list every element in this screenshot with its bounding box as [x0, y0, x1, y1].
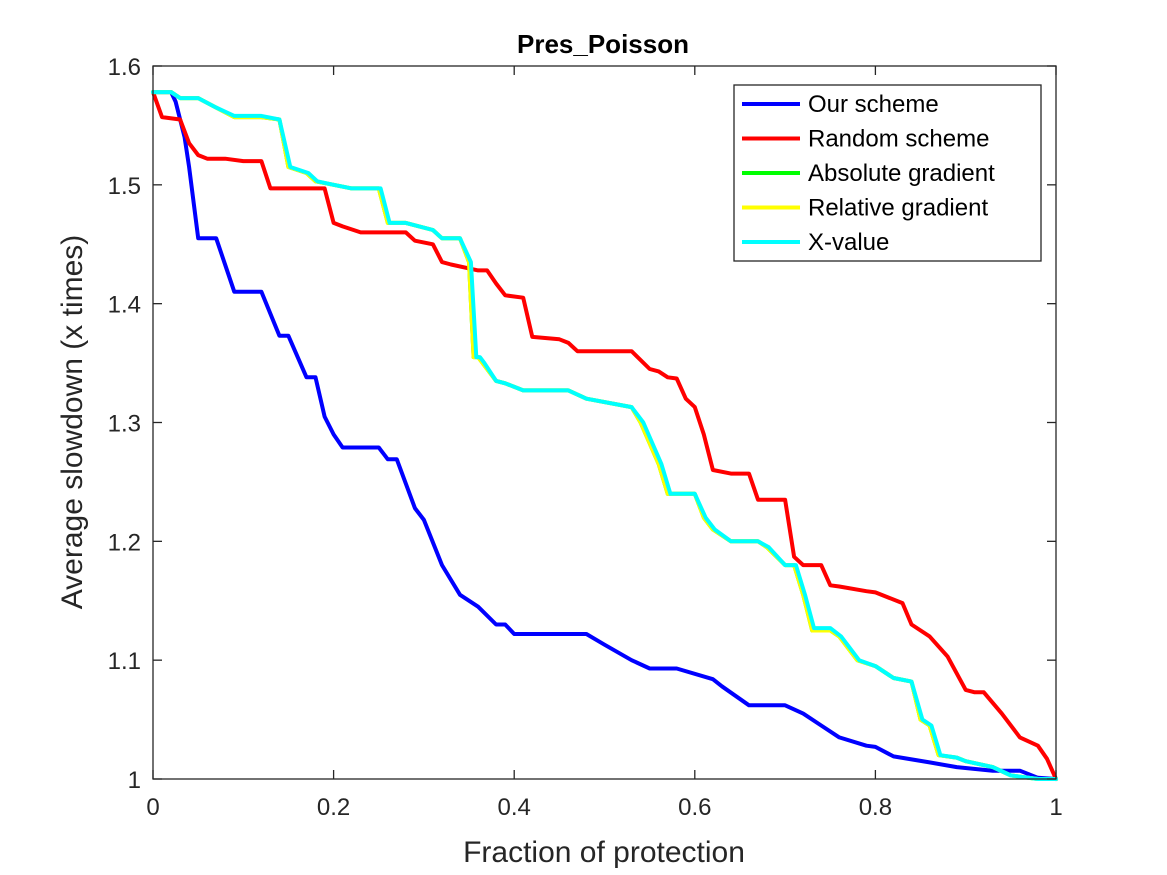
legend-item[interactable]: Random scheme [742, 126, 989, 153]
chart-title: Pres_Poisson [517, 29, 689, 59]
y-tick-label: 1.4 [108, 292, 141, 319]
series-line-x-value [151, 90, 1058, 781]
series-line-random-scheme [151, 90, 1058, 781]
legend-label: Our scheme [808, 91, 939, 118]
y-tick-label: 1 [128, 767, 141, 794]
x-tick-label: 0.2 [317, 794, 350, 821]
legend[interactable]: Our scheme Random scheme Absolute gradient… [733, 84, 1042, 262]
legend-label: Random scheme [808, 126, 989, 153]
legend-item[interactable]: Relative gradient [742, 195, 988, 222]
x-tick-label: 0.8 [859, 794, 892, 821]
y-tick-label: 1.6 [108, 54, 141, 81]
legend-items: Our scheme Random scheme Absolute gradient… [742, 91, 995, 256]
legend-item[interactable]: Absolute gradient [742, 160, 995, 187]
legend-label: Absolute gradient [808, 160, 995, 187]
series-line-our-scheme [151, 90, 1058, 781]
x-axis-label: Fraction of protection [463, 836, 745, 869]
x-tick-label: 0 [146, 794, 159, 821]
legend-item[interactable]: Our scheme [742, 91, 939, 118]
x-tick-label: 0.4 [498, 794, 531, 821]
axis-ticks: 0 0.2 0.4 0.6 0.8 1 1 1.1 1.2 1.3 1.4 1.5 1.6 [108, 54, 1063, 821]
y-axis-label: Average slowdown (x times) [56, 235, 89, 610]
x-tick-label: 1 [1049, 794, 1062, 821]
y-tick-label: 1.3 [108, 411, 141, 438]
legend-label: Relative gradient [808, 195, 988, 222]
y-tick-label: 1.1 [108, 648, 141, 675]
series-lines [151, 90, 1058, 781]
legend-item[interactable]: X-value [742, 229, 889, 256]
legend-label: X-value [808, 229, 889, 256]
y-tick-label: 1.2 [108, 529, 141, 556]
y-tick-label: 1.5 [108, 173, 141, 200]
x-tick-label: 0.6 [678, 794, 711, 821]
